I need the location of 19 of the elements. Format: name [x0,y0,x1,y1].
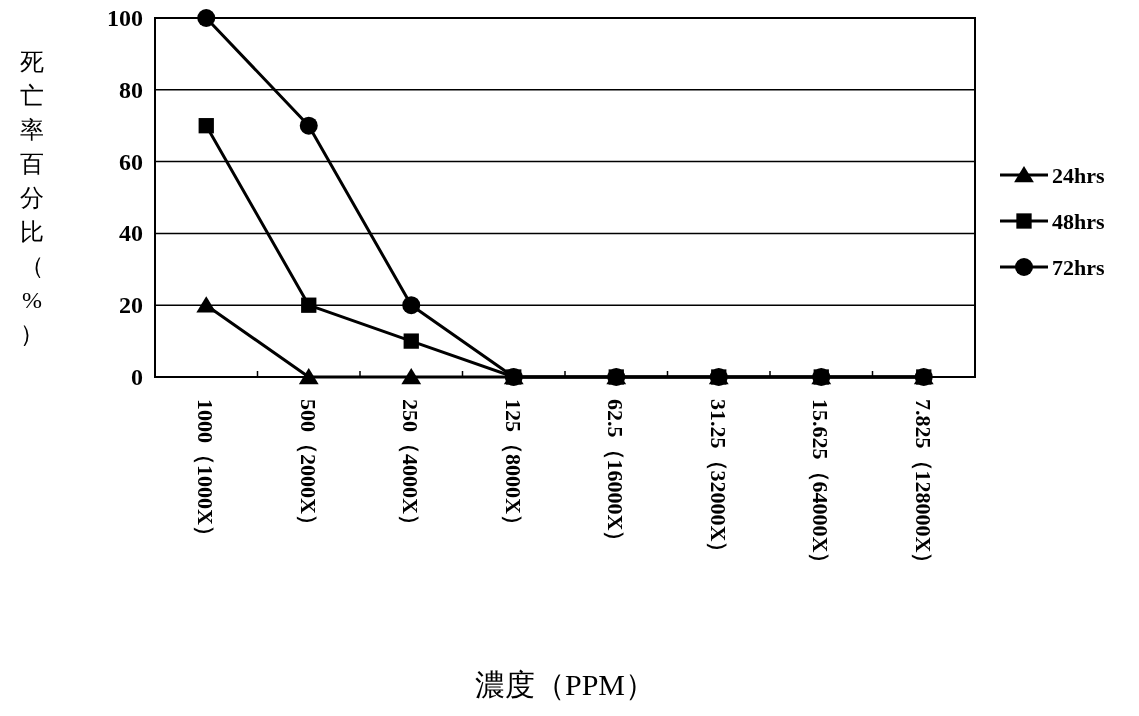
x-axis-title: 濃度（PPM） [474,668,656,701]
x-tick-label: 500（2000X） [295,399,321,536]
legend-label: 48hrs [1052,209,1105,234]
y-tick-label: 40 [119,220,143,247]
x-tick-label: 125（8000X） [500,399,526,536]
x-tick-label: 31.25（32000X） [705,399,731,564]
x-tick-label: 62.5（16000X） [603,399,629,553]
y-tick-label: 0 [131,364,143,390]
x-tick-label: 15.625（64000X） [808,399,834,575]
legend-label: 72hrs [1052,255,1105,280]
x-tick-label: 1000（1000X） [193,399,219,547]
y-tick-label: 60 [119,148,143,175]
legend-label: 24hrs [1052,163,1105,188]
y-tick-label: 80 [119,76,143,103]
y-tick-label: 100 [107,5,143,31]
x-tick-label: 250（4000X） [398,399,424,536]
x-tick-label: 7.825（128000X） [910,399,936,575]
text: 死亡率百分比（%） [20,48,44,347]
y-tick-label: 20 [119,292,143,319]
